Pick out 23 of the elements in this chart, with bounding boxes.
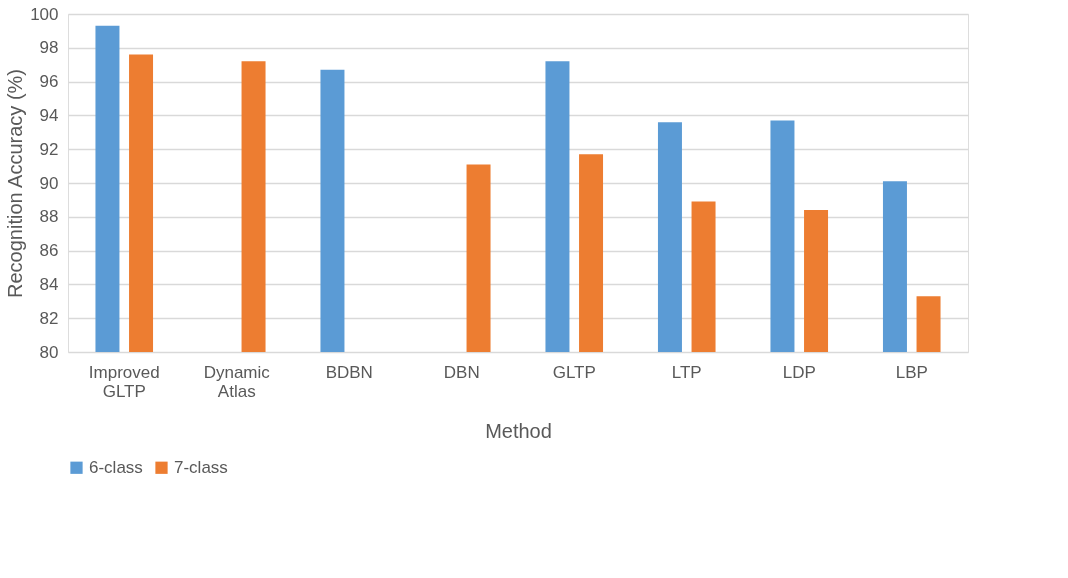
x-axis-title: Method [485, 419, 552, 442]
y-tick-label: 88 [39, 207, 59, 227]
x-tick-label: LTP [671, 362, 702, 382]
x-tick-label: LDP [782, 362, 816, 382]
x-tick-label: BDBN [325, 362, 373, 382]
x-tick-label: LBP [895, 362, 928, 382]
y-tick-label: 86 [39, 241, 59, 261]
legend-label: 7-class [174, 457, 228, 477]
x-tick-label: Improved GLTP [88, 362, 160, 401]
y-tick-label: 98 [39, 38, 59, 58]
legend-label: 6-class [89, 457, 143, 477]
y-tick-label: 92 [39, 139, 59, 159]
y-tick-label: 94 [39, 105, 59, 125]
x-tick-label: Dynamic Atlas [203, 362, 271, 401]
x-tick-label: DBN [443, 362, 480, 382]
y-axis-title: Recognition Accuracy (%) [4, 69, 27, 298]
y-tick-label: 82 [39, 308, 59, 328]
y-tick-label: 96 [39, 72, 59, 92]
y-tick-label: 84 [39, 274, 59, 294]
y-tick-label: 90 [39, 173, 59, 193]
x-tick-label: GLTP [552, 362, 596, 382]
y-tick-label: 80 [39, 342, 59, 362]
y-tick-label: 100 [30, 4, 59, 24]
